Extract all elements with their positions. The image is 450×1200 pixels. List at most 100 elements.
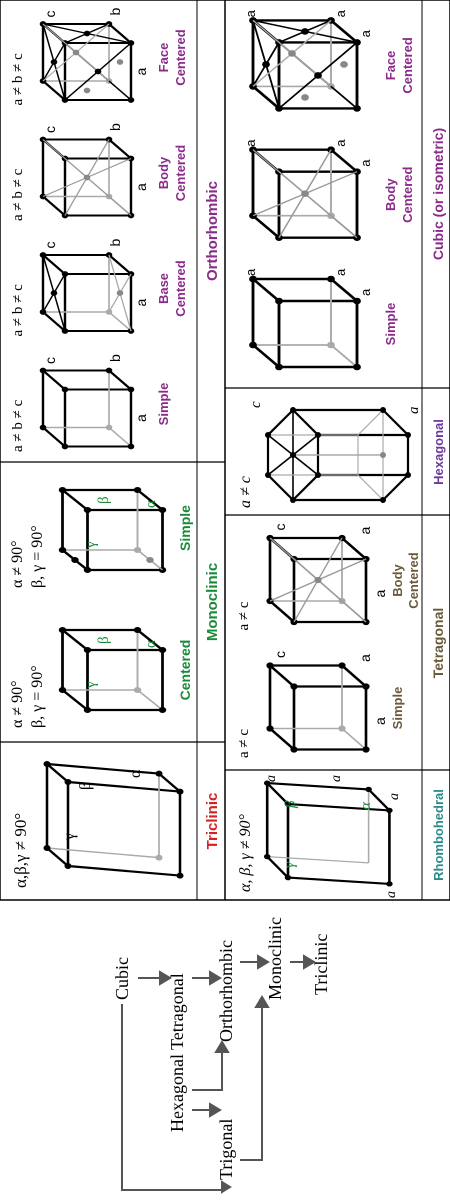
ortho-label-2: Centered [173,145,188,201]
cubic-label-1: Body [383,178,398,211]
tetra-label-1: Simple [390,687,405,730]
orthorhombic-cell-2: a ≠ b ≠ c c a b Body Centered [10,123,188,221]
monoclinic-centered-beta: β [96,636,112,644]
cubic-label-1: Simple [383,303,398,346]
lattice-table: α,β,γ ≠ 90° α β γ Triclinic α ≠ 90° β, γ… [0,0,450,901]
ortho-axis-c: c [42,126,58,133]
monoclinic-simple-beta: β [96,496,112,504]
cubic-name: Cubic (or isometric) [430,128,446,260]
monoclinic-cell-simple: α ≠ 90° β, γ = 90° α β γ Simple [9,485,193,588]
tetra-axis-a1: a [372,590,388,598]
ortho-axis-a: a [133,414,149,422]
rhombohedral-condition: α, β, γ ≠ 90° [237,814,254,892]
monoclinic-simple-condition-1: α ≠ 90° [9,540,26,588]
node-triclinic: Triclinic [311,934,331,995]
monoclinic-simple-gamma: γ [83,541,99,549]
triclinic-cell: α,β,γ ≠ 90° α β γ Triclinic [11,760,221,888]
rhombohedral-edge-1: a [264,775,279,782]
cubic-label-1: Face [383,51,398,81]
node-orthorhombic: Orthorhombic [216,940,236,1042]
monoclinic-centered-condition-1: α ≠ 90° [9,680,26,728]
cubic-axis-1: a [243,9,258,17]
ortho-axis-b: b [107,239,123,247]
rhombohedral-cell: α, β, γ ≠ 90° α β γ a a a a Rhombohedral [237,775,446,898]
hexagonal-condition: a ≠ c [237,476,254,508]
orthorhombic-cell-0: a ≠ b ≠ c c a b Simple [10,354,171,452]
tetragonal-condition: a ≠ c [236,729,252,758]
cubic-cell-1: a a a Body Centered [243,139,415,243]
orthorhombic-cell-1: a ≠ b ≠ c c a b Base Centered [10,239,188,337]
monoclinic-name: Monoclinic [204,563,221,641]
cubic-label-2: Centered [400,166,415,222]
triclinic-name: Triclinic [204,793,221,850]
rhombohedral-alpha: α [358,801,374,810]
rhombohedral-gamma: γ [282,861,298,868]
ortho-axis-c: c [42,242,58,249]
cubic-axis-3: a [358,159,373,167]
monoclinic-simple-label: Simple [177,505,193,551]
ortho-axis-b: b [107,354,123,362]
tetra-axis-c: c [272,651,288,658]
node-monoclinic: Monoclinic [265,917,285,1000]
ortho-label-1: Base [156,273,171,304]
tetragonal-condition: a ≠ c [236,601,252,630]
ortho-axis-c: c [42,11,58,18]
tetra-axis-a1: a [372,717,388,725]
cubic-axis-2: a [333,9,348,17]
cubic-axis-1: a [243,268,258,276]
hierarchy-diagram: Cubic Tetragonal Orthorhombic Monoclinic… [112,917,331,1194]
hexagonal-axis-a: a [406,407,422,415]
triclinic-condition: α,β,γ ≠ 90° [11,813,30,888]
tetra-axis-c: c [272,524,288,531]
ortho-axis-a: a [133,183,149,191]
hierarchy-arrows [121,954,316,1194]
orthorhombic-condition: a ≠ b ≠ c [10,284,26,337]
hexagonal-axis-c: c [248,401,264,408]
rhombohedral-name: Rhombohedral [431,789,446,881]
cubic-axis-3: a [358,288,373,296]
tetragonal-name: Tetragonal [430,608,446,679]
node-trigonal: Trigonal [216,1119,236,1180]
orthorhombic-condition: a ≠ b ≠ c [10,399,26,452]
orthorhombic-cell-3: a ≠ b ≠ c c a b Face Centered [10,8,188,106]
triclinic-alpha: α [127,769,144,778]
ortho-axis-a: a [133,68,149,76]
ortho-axis-b: b [107,123,123,131]
tetra-label-2: Centered [406,552,421,608]
rhombohedral-beta: β [283,800,299,809]
orthorhombic-name: Orthorhombic [204,181,221,281]
ortho-label-2: Centered [173,260,188,316]
triclinic-beta: β [77,782,94,790]
cubic-axis-1: a [243,139,258,147]
rhombohedral-edge-3: a [387,793,402,800]
monoclinic-cell-centered: α ≠ 90° β, γ = 90° α β γ Centered [9,625,193,728]
orthorhombic-condition: a ≠ b ≠ c [10,168,26,221]
node-hexagonal: Hexagonal [167,1054,187,1132]
cubic-label-2: Centered [400,37,415,93]
cubic-axis-2: a [333,268,348,276]
monoclinic-centered-label: Centered [177,640,193,701]
triclinic-gamma: γ [61,833,78,841]
ortho-axis-a: a [133,299,149,307]
node-cubic: Cubic [112,957,132,1000]
ortho-label-1: Body [156,156,171,189]
monoclinic-centered-alpha: α [143,640,159,648]
cubic-axis-3: a [358,29,373,37]
ortho-label-1: Simple [156,383,171,426]
monoclinic-centered-condition-2: β, γ = 90° [29,665,46,728]
cubic-cell-2: a a a Face Centered [243,9,415,114]
tetra-axis-a2: a [357,654,373,662]
ortho-axis-c: c [42,357,58,364]
monoclinic-simple-condition-2: β, γ = 90° [29,525,46,588]
cubic-axis-2: a [333,139,348,147]
ortho-axis-b: b [107,8,123,16]
hexagonal-cell: a ≠ c c [237,401,446,508]
tetra-axis-a2: a [357,527,373,535]
cubic-cell-0: a a a Simple [243,268,398,372]
